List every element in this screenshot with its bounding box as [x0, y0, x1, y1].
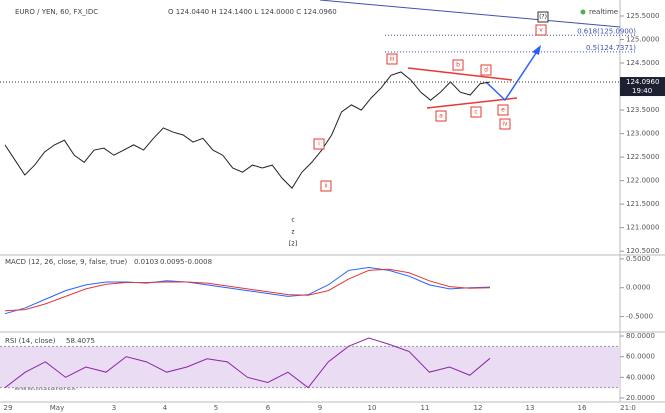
macd-title: MACD (12, 26, close, 9, false, true) [5, 258, 128, 266]
trend-line [319, 0, 621, 28]
x-tick-label: 29 [4, 404, 13, 412]
wave-label: a [439, 113, 443, 120]
wave-label: e [501, 107, 505, 114]
macd-readout: 0.0095 [160, 258, 185, 266]
y-tick-label: 121.5000 [626, 200, 659, 208]
y-tick-label: 122.5000 [626, 153, 659, 161]
y-tick-label: 60.0000 [626, 353, 655, 361]
y-tick-label: 122.0000 [626, 177, 659, 185]
y-tick-label: 120.5000 [626, 247, 659, 255]
wave-label: b [456, 62, 460, 69]
indicator-line [4, 267, 491, 315]
y-tick-label: 125.5000 [626, 12, 659, 20]
wave-label: z [291, 229, 294, 236]
arrow-head [532, 45, 541, 55]
y-tick-label: 80.0000 [626, 332, 655, 340]
wave-label: ii [324, 183, 328, 190]
wave-box [313, 138, 325, 150]
x-tick-label: 5 [214, 404, 218, 412]
last-price: 124.0960 [626, 78, 659, 86]
wave-label: c [291, 217, 294, 224]
wave-box [470, 106, 482, 118]
x-tick-label: 21:0 [620, 404, 636, 412]
x-tick-label: 3 [112, 404, 116, 412]
indicator-line [4, 268, 491, 312]
y-tick-label: 20.0000 [626, 394, 655, 402]
realtime: realtime [589, 8, 618, 16]
symbol: EURO / YEN, 60, FX_IDC [15, 8, 98, 16]
price-line [4, 71, 491, 189]
rsi-band [0, 346, 620, 388]
wave-box [435, 110, 447, 122]
macd-readout: 0.0103 [134, 258, 159, 266]
y-tick-label: 0.0000 [626, 284, 651, 292]
y-tick-label: 125.0000 [626, 36, 659, 44]
wave-box [452, 59, 464, 71]
wave-box [537, 11, 549, 23]
x-tick-label: 16 [578, 404, 587, 412]
wave-label: [2] [289, 241, 298, 248]
wave-label: d [484, 67, 488, 74]
wave-label: v [539, 27, 543, 34]
y-tick-label: 123.5000 [626, 106, 659, 114]
x-tick-label: 10 [368, 404, 377, 412]
last-time: 19:40 [632, 87, 652, 95]
last-price-box [620, 77, 665, 97]
triangle-line [426, 97, 518, 109]
wave-box [386, 53, 398, 65]
wave-label: iv [502, 121, 508, 128]
wave-label: iii [389, 56, 394, 63]
macd-readout: -0.0008 [185, 258, 212, 266]
x-tick-label: 9 [318, 404, 322, 412]
triangle-line [407, 67, 513, 81]
wave-label: i [318, 141, 320, 148]
wave-box [480, 64, 492, 76]
y-tick-label: 0.5000 [626, 255, 651, 263]
ohlc: O 124.0440 H 124.1400 L 124.0000 C 124.0… [168, 8, 337, 16]
y-tick-label: 121.0000 [626, 224, 659, 232]
x-tick-label: 4 [163, 404, 168, 412]
wave-box [497, 104, 509, 116]
y-tick-label: 123.0000 [626, 130, 659, 138]
x-tick-label: 11 [421, 404, 430, 412]
y-tick-label: 40.0000 [626, 373, 655, 381]
y-tick-label: 124.5000 [626, 59, 659, 67]
projection [485, 49, 539, 102]
fib-label: 0.618(125.0900) [577, 27, 636, 35]
price-line [4, 337, 491, 389]
wave-box [320, 180, 332, 192]
wave-box [499, 118, 511, 130]
wave-box [535, 24, 547, 36]
x-tick-label: 12 [474, 404, 483, 412]
realtime-dot [580, 9, 586, 15]
x-tick-label: May [50, 404, 64, 412]
y-tick-label: -0.5000 [626, 313, 653, 321]
rsi-title: RSI (14, close) [5, 337, 56, 345]
wave-label: c [474, 109, 477, 116]
wave-label: (?) [539, 14, 547, 21]
rsi-readout: 58.4075 [66, 337, 95, 345]
fib-label: 0.5(124.7371) [586, 44, 636, 52]
x-tick-label: 13 [526, 404, 535, 412]
x-tick-label: 6 [266, 404, 271, 412]
